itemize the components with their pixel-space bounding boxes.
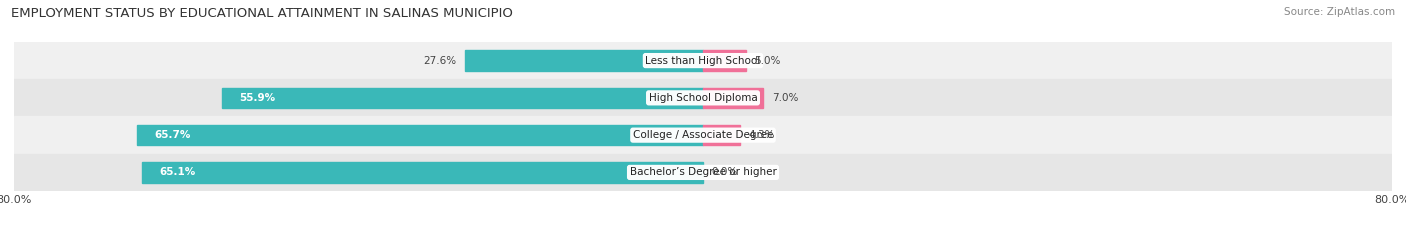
Text: 65.1%: 65.1% [160, 168, 195, 177]
Text: EMPLOYMENT STATUS BY EDUCATIONAL ATTAINMENT IN SALINAS MUNICIPIO: EMPLOYMENT STATUS BY EDUCATIONAL ATTAINM… [11, 7, 513, 20]
Text: High School Diploma: High School Diploma [648, 93, 758, 103]
Bar [138, 125, 703, 145]
Bar [703, 88, 763, 108]
Text: 5.0%: 5.0% [755, 56, 782, 65]
Text: 27.6%: 27.6% [423, 56, 457, 65]
Text: 55.9%: 55.9% [239, 93, 276, 103]
Text: Bachelor’s Degree or higher: Bachelor’s Degree or higher [630, 168, 776, 177]
Text: Source: ZipAtlas.com: Source: ZipAtlas.com [1284, 7, 1395, 17]
Bar [14, 79, 1392, 116]
Text: 4.3%: 4.3% [748, 130, 775, 140]
Text: 7.0%: 7.0% [772, 93, 799, 103]
Bar [703, 50, 747, 71]
Bar [14, 42, 1392, 79]
Text: College / Associate Degree: College / Associate Degree [633, 130, 773, 140]
Bar [222, 88, 703, 108]
Bar [703, 125, 740, 145]
Bar [465, 50, 703, 71]
Bar [14, 154, 1392, 191]
Bar [14, 116, 1392, 154]
Text: 0.0%: 0.0% [711, 168, 738, 177]
Text: 65.7%: 65.7% [155, 130, 191, 140]
Bar [142, 162, 703, 183]
Text: Less than High School: Less than High School [645, 56, 761, 65]
